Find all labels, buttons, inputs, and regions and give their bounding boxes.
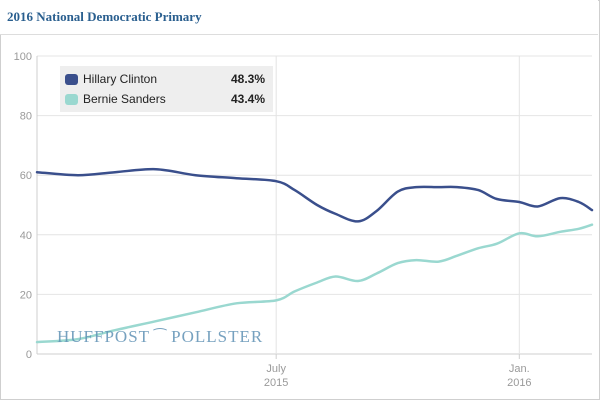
logo-text-right: POLLSTER: [171, 327, 264, 346]
legend-label-clinton: Hillary Clinton: [83, 72, 158, 86]
y-tick-label: 20: [20, 289, 32, 301]
bird-icon: ⁀: [154, 330, 168, 346]
series-line-clinton: [35, 167, 594, 223]
x-tick-label: Jan.: [509, 363, 530, 375]
legend-value-sanders: 43.4%: [230, 92, 265, 106]
legend-label-sanders: Bernie Sanders: [83, 92, 166, 106]
logo-text-left: HUFFPOST: [57, 327, 151, 346]
legend-swatch-sanders: [65, 94, 78, 105]
chart-header: 2016 National Democratic Primary: [0, 0, 598, 35]
y-tick-label: 60: [20, 170, 32, 182]
series-line-sanders: [35, 223, 594, 344]
legend-swatch-clinton: [65, 74, 78, 85]
chart-legend: Hillary Clinton 48.3% Bernie Sanders 43.…: [60, 66, 273, 112]
huffpost-pollster-logo: HUFFPOST ⁀ POLLSTER: [57, 327, 263, 347]
x-tick-sublabel: 2016: [507, 377, 531, 389]
legend-item-clinton[interactable]: Hillary Clinton 48.3%: [60, 70, 273, 90]
legend-value-clinton: 48.3%: [230, 72, 265, 86]
x-tick-sublabel: 2015: [264, 377, 288, 389]
chart-title: 2016 National Democratic Primary: [7, 9, 202, 24]
legend-item-sanders[interactable]: Bernie Sanders 43.4%: [60, 90, 273, 110]
y-tick-label: 80: [20, 111, 32, 123]
y-tick-label: 40: [20, 230, 32, 242]
y-tick-label: 0: [26, 349, 32, 361]
y-tick-label: 100: [14, 51, 32, 63]
x-tick-label: July: [266, 363, 286, 375]
